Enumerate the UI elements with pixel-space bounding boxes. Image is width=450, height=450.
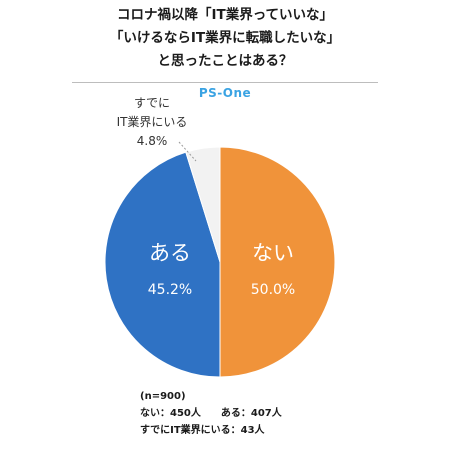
pie-slice-nai: [219, 146, 336, 378]
sample-size-note: (n=900): [140, 391, 186, 402]
count-note-1: ない：450人 ある：407人: [140, 408, 282, 419]
small-slice-leader-line: [178, 141, 197, 162]
title-line-2: 「いけるならIT業界に転職したいな」: [109, 30, 341, 46]
slice-label-nai: ない: [252, 241, 294, 265]
pie-slice-already-in-it: [185, 146, 221, 263]
small-slice-label-line-1: すでに: [134, 96, 170, 110]
title-line-1: コロナ禍以降「IT業界っていいな」: [116, 7, 334, 23]
small-slice-label-line-3: 4.8%: [137, 134, 168, 148]
pie-slice-aru: [104, 151, 221, 378]
chart-title: コロナ禍以降「IT業界っていいな」 「いけるならIT業界に転職したいな」 と思っ…: [0, 4, 450, 73]
chart-notes: (n=900) ない：450人 ある：407人 すでにIT業界にいる：43人: [140, 388, 282, 439]
count-note-2: すでにIT業界にいる：43人: [140, 425, 265, 436]
slice-value-nai: 50.0%: [251, 282, 295, 298]
small-slice-label-line-2: IT業界にいる: [117, 115, 188, 129]
title-divider: [72, 82, 378, 83]
brand-label: PS-One: [198, 86, 252, 100]
slice-value-aru: 45.2%: [148, 282, 192, 298]
title-line-3: と思ったことはある？: [157, 53, 293, 69]
pie-slices: [104, 146, 336, 378]
slice-label-aru: ある: [149, 241, 191, 265]
